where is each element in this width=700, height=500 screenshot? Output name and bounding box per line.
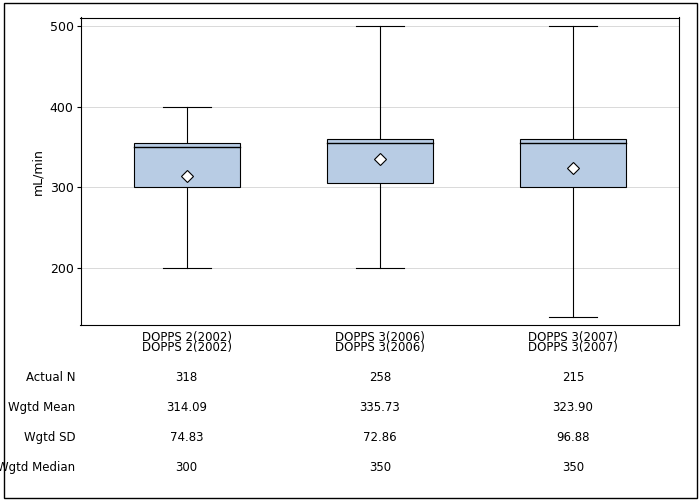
Text: 335.73: 335.73 <box>359 401 400 414</box>
Text: Wgtd Median: Wgtd Median <box>0 461 76 474</box>
Bar <box>519 139 626 188</box>
Text: DOPPS 2(2002): DOPPS 2(2002) <box>141 341 232 354</box>
Y-axis label: mL/min: mL/min <box>31 148 44 194</box>
Text: Wgtd Mean: Wgtd Mean <box>8 401 76 414</box>
Text: 318: 318 <box>176 371 198 384</box>
Bar <box>134 143 240 188</box>
Text: 72.86: 72.86 <box>363 431 397 444</box>
Text: Actual N: Actual N <box>26 371 76 384</box>
Text: 314.09: 314.09 <box>166 401 207 414</box>
Bar <box>327 139 433 184</box>
Text: 350: 350 <box>369 461 391 474</box>
Text: 350: 350 <box>562 461 584 474</box>
Text: 74.83: 74.83 <box>170 431 204 444</box>
Text: 300: 300 <box>176 461 197 474</box>
Text: Wgtd SD: Wgtd SD <box>24 431 76 444</box>
Text: 96.88: 96.88 <box>556 431 589 444</box>
Text: DOPPS 3(2007): DOPPS 3(2007) <box>528 341 618 354</box>
Text: 323.90: 323.90 <box>552 401 594 414</box>
Text: 258: 258 <box>369 371 391 384</box>
Text: 215: 215 <box>561 371 584 384</box>
Text: DOPPS 3(2006): DOPPS 3(2006) <box>335 341 425 354</box>
